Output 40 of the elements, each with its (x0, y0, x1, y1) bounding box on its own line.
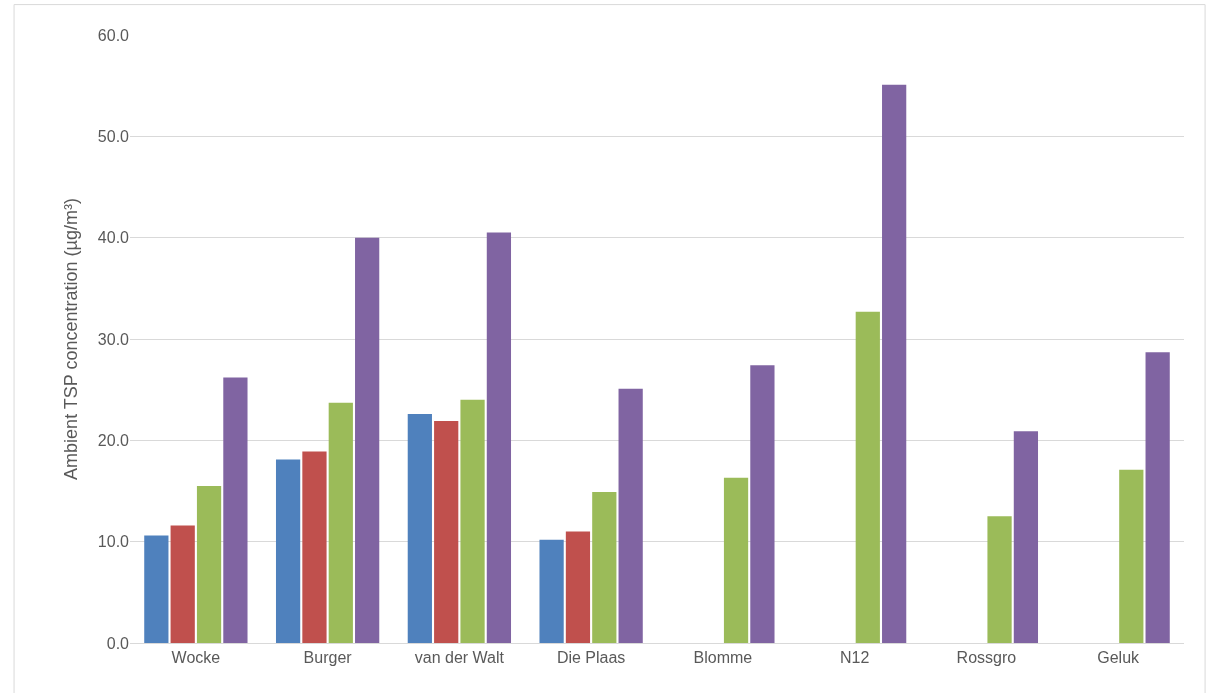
y-tick-label: 0.0 (106, 634, 130, 652)
bar (144, 535, 169, 643)
x-tick-label: van der Walt (414, 649, 505, 667)
bar (882, 84, 907, 643)
bar (987, 516, 1012, 643)
y-tick-label: 50.0 (97, 127, 130, 145)
bar (750, 365, 775, 643)
bar (855, 311, 880, 643)
bar (170, 525, 195, 643)
bar (1013, 431, 1039, 643)
y-tick-label: 20.0 (97, 431, 130, 449)
bar (1145, 352, 1170, 643)
bar (486, 232, 512, 643)
y-tick-label: 60.0 (97, 26, 130, 44)
bar (1119, 469, 1144, 643)
bar (275, 459, 301, 643)
bar (434, 421, 459, 643)
bar (328, 402, 353, 643)
x-tick-label: Burger (303, 649, 353, 667)
bar (460, 399, 485, 643)
bar (592, 492, 617, 643)
bar (355, 237, 380, 643)
x-tick-label: Geluk (1097, 649, 1141, 667)
bar (539, 539, 564, 643)
bar (196, 485, 222, 643)
bar (618, 388, 643, 643)
y-tick-label: 10.0 (97, 533, 130, 551)
bar (565, 531, 591, 643)
bar (302, 451, 327, 643)
bar (223, 377, 248, 643)
x-tick-label: Blomme (693, 649, 753, 667)
bar (407, 413, 432, 643)
y-tick-label: 40.0 (97, 229, 130, 247)
y-axis-title: Ambient TSP concentration (µg/m³) (61, 198, 82, 480)
y-tick-label: 30.0 (97, 330, 130, 348)
x-tick-label: Wocke (171, 649, 221, 667)
x-tick-label: Rossgro (956, 649, 1017, 667)
bar (723, 477, 749, 643)
x-tick-label: Die Plaas (556, 649, 626, 667)
x-tick-label: N12 (839, 649, 870, 667)
